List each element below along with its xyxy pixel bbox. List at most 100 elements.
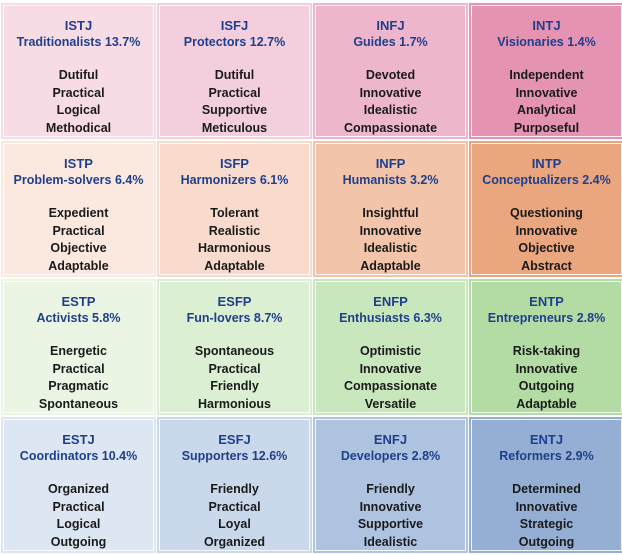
trait-item: Energetic [50, 344, 107, 358]
type-cell-enfj: ENFJ Developers 2.8% Friendly Innovative Sup… [313, 417, 468, 553]
trait-list: Friendly Innovative Supportive Idealistic [313, 481, 468, 551]
trait-list: Friendly Practical Loyal Organized [157, 481, 312, 551]
type-label: Guides 1.7% [353, 35, 428, 49]
type-label: Coordinators 10.4% [19, 449, 138, 463]
trait-item: Meticulous [201, 120, 268, 135]
trait-item: Innovative [359, 223, 422, 238]
trait-item: Innovative [359, 499, 422, 514]
trait-item: Organized [203, 534, 266, 549]
trait-item: Harmonious [198, 241, 271, 255]
trait-item: Abstract [521, 258, 572, 273]
trait-item: Devoted [365, 68, 416, 82]
type-cell-intj: INTJ Visionaries 1.4% Independent Innovativ… [469, 3, 622, 139]
trait-list: Optimistic Innovative Compassionate Versati… [313, 343, 468, 413]
trait-item: Innovative [515, 361, 578, 376]
trait-item: Practical [52, 361, 105, 376]
trait-item: Loyal [218, 517, 251, 531]
trait-list: Risk-taking Innovative Outgoing Adaptable [469, 343, 622, 413]
trait-list: Spontaneous Practical Friendly Harmonious [157, 343, 312, 413]
trait-item: Adaptable [360, 258, 421, 273]
trait-item: Practical [52, 85, 105, 100]
trait-list: Organized Practical Logical Outgoing [1, 481, 156, 551]
trait-item: Supportive [201, 103, 268, 117]
type-code: ESTJ [62, 432, 95, 447]
trait-item: Idealistic [363, 103, 418, 117]
type-code: ESTP [61, 294, 96, 309]
trait-item: Logical [56, 517, 101, 531]
type-cell-istp: ISTP Problem-solvers 6.4% Expedient Practic… [1, 141, 156, 277]
type-code: ISFJ [220, 18, 249, 33]
trait-list: Independent Innovative Analytical Purposefu… [469, 67, 622, 137]
type-cell-esfp: ESFP Fun-lovers 8.7% Spontaneous Practical F… [157, 279, 312, 415]
type-cell-infj: INFJ Guides 1.7% Devoted Innovative Idealist… [313, 3, 468, 139]
type-cell-isfp: ISFP Harmonizers 6.1% Tolerant Realistic Har… [157, 141, 312, 277]
type-cell-istj: ISTJ Traditionalists 13.7% Dutiful Practica… [1, 3, 156, 139]
type-cell-esfj: ESFJ Supporters 12.6% Friendly Practical Loy… [157, 417, 312, 553]
trait-item: Compassionate [343, 120, 438, 135]
trait-list: Dutiful Practical Logical Methodical [1, 67, 156, 137]
trait-item: Practical [208, 499, 261, 514]
trait-item: Friendly [210, 379, 259, 393]
trait-item: Analytical [516, 103, 577, 117]
trait-item: Independent [509, 68, 584, 82]
type-cell-estp: ESTP Activists 5.8% Energetic Practical Prag… [1, 279, 156, 415]
trait-list: Dutiful Practical Supportive Meticulous [157, 67, 312, 137]
type-code: INFJ [376, 18, 405, 33]
type-label: Humanists 3.2% [342, 173, 439, 187]
trait-item: Idealistic [363, 241, 418, 255]
trait-item: Purposeful [513, 120, 580, 135]
trait-item: Adaptable [516, 396, 577, 411]
type-cell-infp: INFP Humanists 3.2% Insightful Innovative Id… [313, 141, 468, 277]
trait-item: Harmonious [198, 396, 271, 411]
trait-item: Innovative [515, 499, 578, 514]
trait-list: Expedient Practical Objective Adaptable [1, 205, 156, 275]
type-label: Harmonizers 6.1% [180, 173, 289, 187]
trait-item: Dutiful [214, 68, 255, 82]
type-label: Visionaries 1.4% [497, 35, 596, 49]
type-label: Protectors 12.7% [183, 35, 286, 49]
trait-item: Outgoing [518, 379, 575, 393]
trait-item: Tolerant [210, 206, 259, 220]
type-label: Supporters 12.6% [181, 449, 288, 463]
trait-item: Versatile [364, 396, 417, 411]
trait-item: Insightful [362, 206, 419, 220]
trait-item: Adaptable [48, 258, 109, 273]
trait-item: Innovative [515, 223, 578, 238]
trait-item: Friendly [366, 482, 415, 496]
type-label: Reformers 2.9% [499, 449, 594, 463]
trait-list: Determined Innovative Strategic Outgoing [469, 481, 622, 551]
type-code: INTP [531, 156, 562, 171]
trait-item: Determined [512, 482, 581, 496]
type-code: ENTJ [529, 432, 564, 447]
trait-item: Outgoing [518, 534, 575, 549]
trait-item: Methodical [45, 120, 112, 135]
type-cell-estj: ESTJ Coordinators 10.4% Organized Practical… [1, 417, 156, 553]
type-cell-isfj: ISFJ Protectors 12.7% Dutiful Practical Supp… [157, 3, 312, 139]
trait-item: Realistic [208, 223, 261, 238]
trait-item: Dutiful [58, 68, 99, 82]
type-code: INFP [375, 156, 406, 171]
trait-item: Supportive [357, 517, 424, 531]
type-cell-entp: ENTP Entrepreneurs 2.8% Risk-taking Innovat… [469, 279, 622, 415]
trait-item: Strategic [519, 517, 574, 531]
trait-item: Practical [52, 499, 105, 514]
type-code: ISTJ [64, 18, 93, 33]
type-code: ISTP [64, 156, 93, 171]
trait-list: Devoted Innovative Idealistic Compassionate [313, 67, 468, 137]
trait-list: Insightful Innovative Idealistic Adaptable [313, 205, 468, 275]
type-cell-entj: ENTJ Reformers 2.9% Determined Innovative St… [469, 417, 622, 553]
trait-item: Outgoing [50, 534, 107, 549]
trait-item: Objective [50, 241, 107, 255]
trait-item: Questioning [510, 206, 583, 220]
trait-item: Innovative [359, 85, 422, 100]
type-code: ENFP [373, 294, 408, 309]
type-label: Activists 5.8% [36, 311, 121, 325]
trait-item: Pragmatic [48, 379, 109, 393]
trait-item: Spontaneous [38, 396, 119, 411]
type-label: Developers 2.8% [340, 449, 441, 463]
trait-item: Innovative [515, 85, 578, 100]
trait-list: Energetic Practical Pragmatic Spontaneous [1, 343, 156, 413]
type-cell-intp: INTP Conceptualizers 2.4% Questioning Innov… [469, 141, 622, 277]
type-code: ESFP [217, 294, 252, 309]
